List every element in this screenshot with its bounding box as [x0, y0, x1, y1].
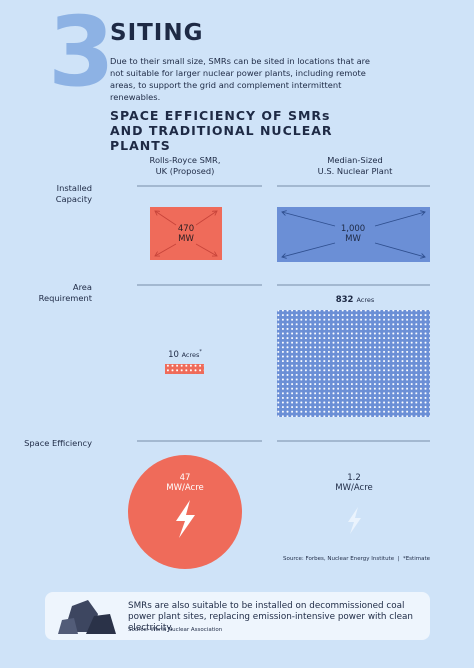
- row-lines: [137, 185, 430, 442]
- heading-line: UK (Proposed): [155, 166, 215, 176]
- unit: MW: [178, 234, 194, 244]
- unit: MW/Acre: [166, 483, 204, 493]
- smr-efficiency: 47 MW/Acre: [145, 473, 225, 493]
- value: 832: [335, 295, 354, 305]
- us-capacity-box: [277, 207, 430, 262]
- footer-box: [45, 592, 430, 640]
- us-area-dots: [277, 310, 430, 417]
- heading-line: Median-Sized: [327, 155, 383, 165]
- us-area: 832 Acres: [310, 295, 400, 305]
- heading-line: Rolls-Royce SMR,: [149, 155, 221, 165]
- value: 1.2: [347, 473, 361, 483]
- smr-area: 10 Acres*: [140, 347, 230, 360]
- unit: Acres: [181, 350, 200, 359]
- section-title: SPACE EFFICIENCY OF SMRs AND TRADITIONAL…: [110, 108, 333, 153]
- intro: Due to their small size, SMRs can be sit…: [110, 56, 370, 102]
- heading-line: U.S. Nuclear Plant: [317, 166, 393, 176]
- us-arrows: [282, 212, 425, 257]
- section-number: 3: [48, 0, 115, 108]
- footer-text: SMRs are also suitable to be installed o…: [128, 601, 413, 633]
- row-label: Area Requirement: [38, 282, 92, 303]
- title: SITING: [110, 20, 204, 46]
- unit: MW/Acre: [335, 483, 373, 493]
- row-label: Installed Capacity: [55, 183, 92, 204]
- unit: Acres: [356, 296, 375, 304]
- footer-source: Source: World Nuclear Association: [128, 627, 223, 633]
- row-label: Space Efficiency: [24, 438, 92, 448]
- smr-capacity: 470 MW: [156, 224, 216, 244]
- bolt-icon: [176, 500, 195, 538]
- us-capacity: 1,000 MW: [323, 224, 383, 244]
- us-efficiency: 1.2 MW/Acre: [314, 473, 394, 493]
- value: 10: [168, 349, 179, 360]
- column-heading: Median-Sized U.S. Nuclear Plant: [275, 155, 435, 177]
- source: Source: Forbes, Nuclear Energy Institute…: [283, 556, 430, 562]
- smr-arrows: [155, 211, 217, 256]
- value: 1,000: [340, 224, 366, 234]
- value: 47: [179, 473, 191, 483]
- coal-icon: [58, 600, 116, 634]
- small-bolt-icon: [348, 507, 361, 534]
- value: 470: [177, 224, 195, 234]
- note: *: [199, 349, 202, 355]
- unit: MW: [345, 234, 361, 244]
- smr-area-dots: [165, 364, 204, 374]
- column-heading: Rolls-Royce SMR, UK (Proposed): [105, 155, 265, 177]
